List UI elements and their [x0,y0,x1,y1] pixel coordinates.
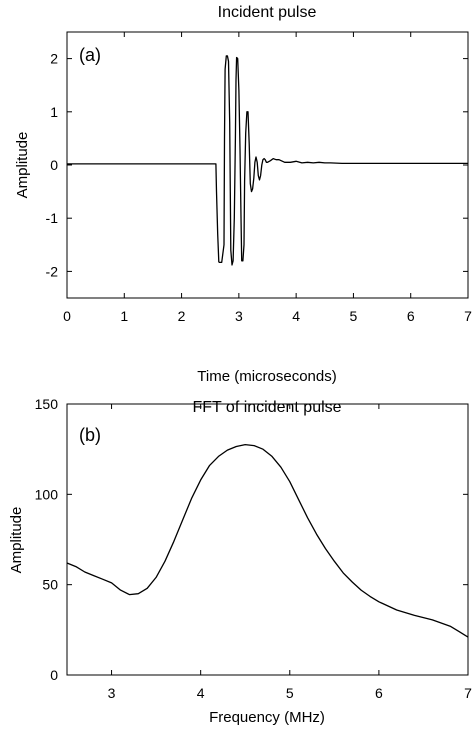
chart-b-y-tick-label: 100 [35,486,59,502]
chart-a-frame [66,31,469,299]
chart-b-panel-label: (b) [79,425,101,445]
chart-b-title: FFT of incident pulse [192,399,341,416]
chart-a-series-line [67,55,468,266]
chart-a-x-ticks: 0 1 2 3 4 5 6 7 [63,32,472,324]
chart-b-y-tick-label: 150 [35,396,59,412]
panel-a-chart: Incident pulse -2 -1 0 1 2 0 1 2 3 4 5 6 7 (a) Time… [14,4,472,385]
chart-b-x-tick-label: 7 [464,685,472,701]
chart-a-y-tick-label: 1 [50,104,58,120]
chart-a-panel-label: (a) [79,45,101,65]
chart-b-x-tick-label: 3 [108,685,116,701]
chart-a-title: Incident pulse [218,4,317,21]
chart-a-x-tick-label: 2 [178,308,186,324]
chart-b-y-tick-label: 0 [50,667,58,683]
chart-b-x-axis-label: Frequency (MHz) [209,709,325,726]
chart-a-x-tick-label: 1 [120,308,128,324]
chart-b-series-line [66,443,469,638]
chart-a-x-axis-label: Time (microseconds) [197,368,336,385]
chart-a-y-ticks: -2 -1 0 1 2 [46,51,468,279]
chart-b-y-axis-label: Amplitude [8,507,25,574]
chart-a-y-tick-label: -1 [46,210,59,226]
panel-b-chart: FFT of incident pulse 0 50 100 150 3 4 5 6 7 (b… [8,396,472,726]
chart-b-x-tick-label: 6 [375,685,383,701]
chart-b-frame [66,403,469,676]
chart-a-x-tick-label: 3 [235,308,243,324]
chart-a-x-tick-label: 0 [63,308,71,324]
chart-a-y-axis-label: Amplitude [14,132,31,199]
chart-a-y-tick-label: 2 [50,51,58,67]
chart-b-y-tick-label: 50 [42,577,58,593]
chart-b-x-tick-label: 4 [197,685,205,701]
chart-b-x-ticks: 3 4 5 6 7 [108,404,472,701]
chart-b-x-tick-label: 5 [286,685,294,701]
chart-a-x-tick-label: 4 [292,308,300,324]
chart-a-x-tick-label: 5 [350,308,358,324]
chart-a-x-tick-label: 6 [407,308,415,324]
chart-a-x-tick-label: 7 [464,308,472,324]
chart-a-y-tick-label: -2 [46,263,59,279]
chart-a-y-tick-label: 0 [50,157,58,173]
chart-b-y-ticks: 0 50 100 150 [35,396,468,683]
